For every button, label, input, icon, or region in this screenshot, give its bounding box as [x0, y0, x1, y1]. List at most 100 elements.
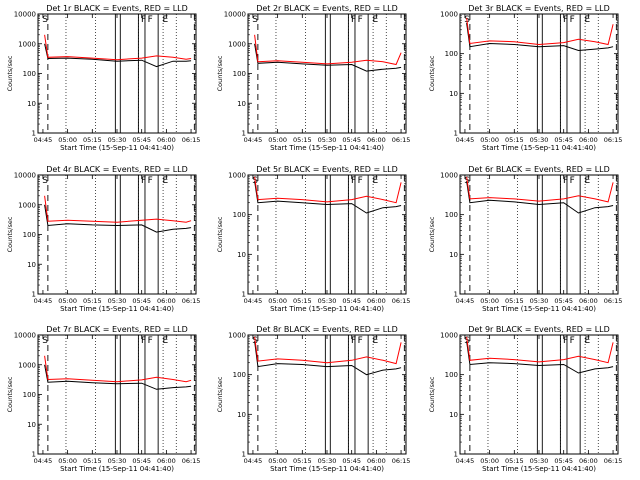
x-tick-label: 05:45	[132, 136, 151, 144]
series-line-events	[254, 43, 402, 72]
marker-letter: E	[162, 15, 168, 25]
marker-letter: S	[252, 15, 258, 25]
x-tick-label: 05:15	[83, 457, 102, 465]
y-tick-label: 10	[27, 100, 36, 108]
x-tick-label: 06:00	[579, 457, 598, 465]
x-tick-label: 05:15	[505, 297, 524, 305]
y-tick-label: 1000	[440, 11, 458, 19]
x-tick-label: 05:45	[342, 457, 361, 465]
x-tick-label: 06:00	[367, 136, 386, 144]
x-tick-label: 05:00	[58, 297, 77, 305]
x-tick-label: 05:00	[58, 457, 77, 465]
y-axis-label: Counts/sec	[428, 55, 436, 91]
series-line-lld	[466, 336, 614, 364]
series-line-events	[466, 181, 614, 214]
panel-det-1: Det 1r BLACK = Events, RED = LLD Counts/s…	[6, 4, 200, 152]
y-axis-label: Counts/sec	[216, 55, 224, 91]
x-axis-label: Start Time (15-Sep-11 04:41:40)	[270, 144, 384, 152]
marker-letter: F	[148, 15, 153, 25]
x-tick-label: 06:00	[367, 457, 386, 465]
y-tick-label: 10000	[224, 11, 246, 19]
x-tick-label: 06:15	[604, 297, 623, 305]
x-tick-label: 04:45	[244, 297, 263, 305]
x-tick-label: 05:30	[108, 136, 127, 144]
y-tick-label: 100	[445, 371, 458, 379]
marker-letter: E	[372, 15, 378, 25]
series-line-lld	[254, 176, 402, 204]
marker-letter: F	[358, 176, 363, 186]
y-tick-label: 10000	[14, 11, 36, 19]
x-axis-label: Start Time (15-Sep-11 04:41:40)	[482, 305, 596, 313]
series-line-lld	[44, 34, 192, 61]
marker-letter: F	[563, 336, 568, 346]
y-tick-label: 1	[32, 291, 36, 299]
x-tick-label: 05:45	[342, 297, 361, 305]
plot-frame	[37, 174, 197, 295]
panel-title: Det 2r BLACK = Events, RED = LLD	[256, 4, 398, 13]
x-tick-label: 05:00	[58, 136, 77, 144]
x-tick-label: 05:00	[480, 297, 499, 305]
y-tick-label: 100	[23, 70, 36, 78]
y-tick-label: 1000	[18, 40, 36, 48]
marker-letter: F	[358, 336, 363, 346]
x-tick-label: 04:45	[456, 457, 475, 465]
y-tick-label: 10	[237, 100, 246, 108]
panel-title: Det 6r BLACK = Events, RED = LLD	[468, 165, 610, 174]
x-tick-label: 05:30	[318, 297, 337, 305]
y-tick-label: 1000	[18, 201, 36, 209]
x-tick-label: 05:30	[530, 457, 549, 465]
marker-letter: E	[162, 176, 168, 186]
y-tick-label: 10	[449, 251, 458, 259]
x-tick-label: 04:45	[456, 136, 475, 144]
x-tick-label: 05:30	[108, 297, 127, 305]
marker-letter: F	[141, 336, 146, 346]
marker-letter: E	[372, 336, 378, 346]
x-tick-label: 05:15	[293, 457, 312, 465]
marker-letter: F	[563, 15, 568, 25]
x-axis-label: Start Time (15-Sep-11 04:41:40)	[270, 465, 384, 473]
marker-letter: F	[570, 15, 575, 25]
panel-title: Det 4r BLACK = Events, RED = LLD	[46, 165, 188, 174]
y-tick-label: 100	[445, 211, 458, 219]
y-axis-label: Counts/sec	[428, 216, 436, 252]
series-line-events	[254, 341, 402, 376]
marker-letter: F	[570, 336, 575, 346]
series-line-events	[44, 43, 192, 68]
x-tick-label: 06:15	[182, 136, 201, 144]
plot-frame	[459, 334, 619, 455]
x-tick-label: 05:30	[530, 136, 549, 144]
panel-title: Det 1r BLACK = Events, RED = LLD	[46, 4, 188, 13]
x-tick-label: 05:15	[505, 136, 524, 144]
x-tick-label: 06:15	[392, 297, 411, 305]
x-tick-label: 05:45	[132, 457, 151, 465]
y-tick-label: 10	[237, 411, 246, 419]
series-line-lld	[254, 34, 402, 66]
series-line-events	[466, 341, 614, 374]
x-tick-label: 06:00	[579, 136, 598, 144]
series-line-events	[44, 364, 192, 390]
marker-letter: F	[141, 15, 146, 25]
x-tick-label: 05:00	[480, 136, 499, 144]
y-tick-label: 100	[233, 371, 246, 379]
x-axis-label: Start Time (15-Sep-11 04:41:40)	[60, 305, 174, 313]
panel-det-4: Det 4r BLACK = Events, RED = LLD Counts/s…	[6, 165, 200, 313]
series-line-events	[466, 22, 614, 52]
x-tick-label: 04:45	[244, 457, 263, 465]
x-tick-label: 05:15	[83, 297, 102, 305]
y-tick-label: 1000	[440, 332, 458, 340]
y-tick-label: 1	[454, 291, 458, 299]
y-tick-label: 10000	[14, 332, 36, 340]
x-tick-label: 04:45	[456, 297, 475, 305]
y-tick-label: 1	[32, 451, 36, 459]
x-tick-label: 04:45	[34, 136, 53, 144]
marker-letter: S	[42, 15, 48, 25]
y-axis-label: Counts/sec	[6, 216, 14, 252]
x-tick-label: 06:15	[392, 457, 411, 465]
series-line-lld	[466, 176, 614, 203]
marker-letter: S	[42, 176, 48, 186]
x-tick-label: 05:00	[480, 457, 499, 465]
x-tick-label: 06:00	[157, 457, 176, 465]
x-tick-label: 06:00	[157, 297, 176, 305]
y-tick-label: 1000	[228, 172, 246, 180]
